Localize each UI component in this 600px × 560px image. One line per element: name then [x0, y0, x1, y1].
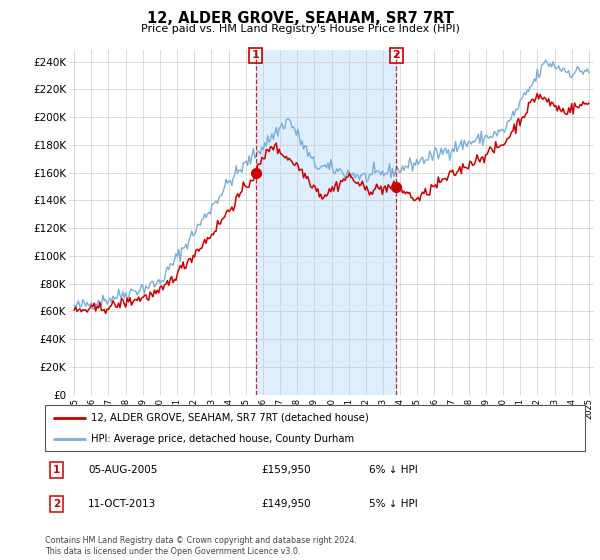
- Text: 12, ALDER GROVE, SEAHAM, SR7 7RT (detached house): 12, ALDER GROVE, SEAHAM, SR7 7RT (detach…: [91, 413, 368, 423]
- Text: Price paid vs. HM Land Registry's House Price Index (HPI): Price paid vs. HM Land Registry's House …: [140, 24, 460, 34]
- FancyBboxPatch shape: [45, 405, 585, 451]
- Text: 05-AUG-2005: 05-AUG-2005: [88, 465, 158, 475]
- Text: 2: 2: [392, 50, 400, 60]
- Bar: [256, 50, 397, 395]
- Text: 1: 1: [53, 465, 61, 475]
- Text: 5% ↓ HPI: 5% ↓ HPI: [369, 499, 418, 509]
- Text: 12, ALDER GROVE, SEAHAM, SR7 7RT: 12, ALDER GROVE, SEAHAM, SR7 7RT: [146, 11, 454, 26]
- Text: 1: 1: [252, 50, 260, 60]
- Text: £159,950: £159,950: [261, 465, 311, 475]
- Text: 6% ↓ HPI: 6% ↓ HPI: [369, 465, 418, 475]
- Text: £149,950: £149,950: [261, 499, 311, 509]
- Text: 2: 2: [53, 499, 61, 509]
- Text: HPI: Average price, detached house, County Durham: HPI: Average price, detached house, Coun…: [91, 435, 354, 444]
- Text: Contains HM Land Registry data © Crown copyright and database right 2024.
This d: Contains HM Land Registry data © Crown c…: [45, 536, 357, 556]
- Text: 11-OCT-2013: 11-OCT-2013: [88, 499, 157, 509]
